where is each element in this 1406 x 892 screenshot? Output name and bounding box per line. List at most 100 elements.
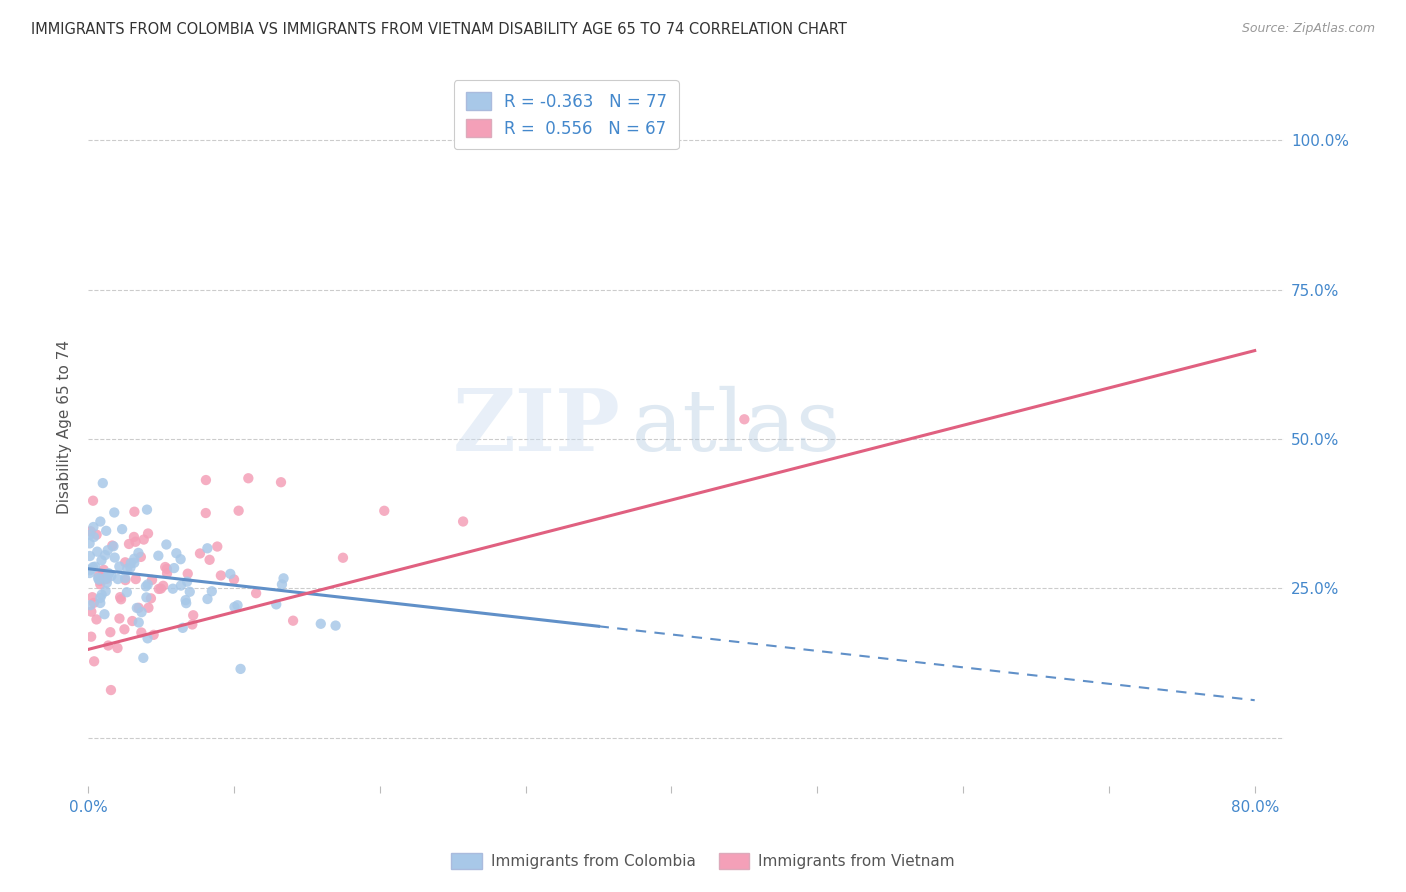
Point xyxy=(135,591,157,605)
Point xyxy=(112,623,135,637)
Point xyxy=(79,527,101,541)
Legend: R = -0.363   N = 77, R =  0.556   N = 67: R = -0.363 N = 77, R = 0.556 N = 67 xyxy=(454,80,679,150)
Point xyxy=(124,505,146,519)
Point xyxy=(80,630,103,644)
Point xyxy=(83,530,105,544)
Point xyxy=(219,566,242,581)
Point xyxy=(89,574,111,588)
Text: IMMIGRANTS FROM COLOMBIA VS IMMIGRANTS FROM VIETNAM DISABILITY AGE 65 TO 74 CORR: IMMIGRANTS FROM COLOMBIA VS IMMIGRANTS F… xyxy=(31,22,846,37)
Point xyxy=(124,534,146,549)
Point xyxy=(84,559,107,574)
Point xyxy=(93,563,115,577)
Point xyxy=(1323,133,1346,147)
Text: atlas: atlas xyxy=(633,385,841,468)
Point xyxy=(181,617,204,632)
Point xyxy=(122,551,145,566)
Point xyxy=(209,568,232,582)
Point xyxy=(194,473,217,487)
Point xyxy=(108,559,131,574)
Point xyxy=(155,537,177,551)
Point xyxy=(89,596,111,610)
Point xyxy=(238,471,260,485)
Point xyxy=(108,611,131,625)
Point xyxy=(177,566,200,581)
Point xyxy=(169,552,191,566)
Point xyxy=(273,571,295,585)
Point xyxy=(325,618,347,632)
Point xyxy=(733,412,755,426)
Point xyxy=(89,591,111,605)
Point xyxy=(96,524,118,538)
Point xyxy=(125,601,148,615)
Point xyxy=(270,475,292,490)
Point xyxy=(131,605,153,619)
Point xyxy=(111,522,134,536)
Point xyxy=(176,574,198,589)
Point xyxy=(309,616,332,631)
Point xyxy=(118,537,141,551)
Point xyxy=(132,533,155,547)
Point xyxy=(79,563,101,577)
Point xyxy=(138,600,160,615)
Point xyxy=(107,640,129,655)
Point xyxy=(332,550,354,565)
Point xyxy=(264,598,287,612)
Point xyxy=(91,476,114,491)
Point xyxy=(94,584,117,599)
Point xyxy=(87,573,110,587)
Point xyxy=(83,596,105,610)
Point xyxy=(115,585,138,599)
Text: ZIP: ZIP xyxy=(453,385,620,469)
Point xyxy=(174,596,197,610)
Point xyxy=(179,584,201,599)
Point xyxy=(155,560,177,574)
Point xyxy=(170,578,193,592)
Point xyxy=(83,654,105,668)
Point xyxy=(90,588,112,602)
Point xyxy=(94,548,117,562)
Point xyxy=(148,549,170,563)
Point xyxy=(79,549,101,563)
Point xyxy=(110,592,132,607)
Point xyxy=(80,562,103,576)
Point xyxy=(91,567,114,582)
Point xyxy=(128,615,150,630)
Point xyxy=(373,504,395,518)
Point xyxy=(194,506,217,520)
Point xyxy=(228,504,250,518)
Point xyxy=(96,575,118,590)
Point xyxy=(197,592,219,607)
Point xyxy=(97,566,120,581)
Point xyxy=(226,599,249,613)
Point xyxy=(148,582,170,596)
Point xyxy=(135,579,157,593)
Point xyxy=(136,577,159,591)
Point xyxy=(122,556,145,570)
Point xyxy=(82,493,104,508)
Point xyxy=(152,579,174,593)
Point xyxy=(141,573,163,587)
Point xyxy=(136,632,159,646)
Point xyxy=(89,515,111,529)
Point xyxy=(136,502,159,516)
Point xyxy=(201,584,224,599)
Point xyxy=(207,540,229,554)
Point xyxy=(129,549,152,564)
Point xyxy=(100,569,122,583)
Point xyxy=(103,506,125,520)
Point xyxy=(87,571,110,585)
Point xyxy=(149,582,172,596)
Point xyxy=(86,544,108,558)
Point xyxy=(172,621,194,635)
Point xyxy=(90,553,112,567)
Point xyxy=(82,560,104,574)
Point xyxy=(114,555,136,569)
Point xyxy=(101,539,124,553)
Point xyxy=(82,591,104,605)
Point xyxy=(139,591,162,606)
Point xyxy=(451,515,474,529)
Point xyxy=(156,566,179,581)
Point xyxy=(108,590,131,604)
Point xyxy=(271,577,294,591)
Point xyxy=(174,593,197,607)
